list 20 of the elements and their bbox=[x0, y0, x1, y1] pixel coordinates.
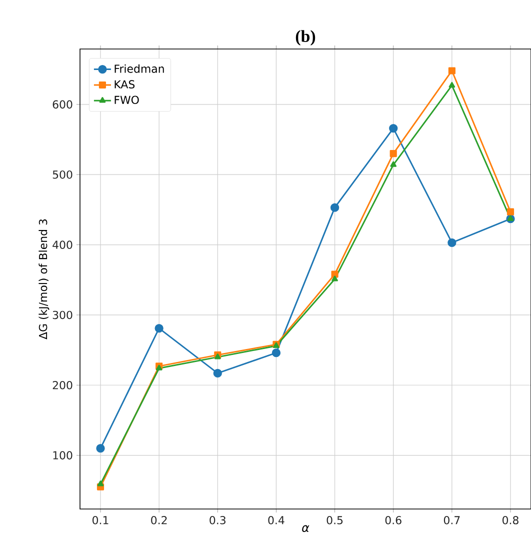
x-tick-label: 0.5 bbox=[326, 516, 343, 524]
x-tick-label: 0.1 bbox=[92, 516, 108, 524]
x-tick-label: 0.8 bbox=[502, 516, 518, 524]
legend-label: FWO bbox=[114, 96, 139, 104]
x-tick-label: 0.2 bbox=[151, 516, 167, 524]
y-axis-title: ΔG (kJ/mol) of Blend 3 bbox=[38, 219, 50, 340]
y-tick-label: 100 bbox=[53, 451, 72, 460]
x-axis-title: α bbox=[302, 525, 310, 532]
x-tick-label: 0.6 bbox=[385, 516, 402, 524]
x-tick-label: 0.3 bbox=[210, 516, 226, 524]
chart-title: (b) bbox=[296, 30, 316, 46]
y-tick-label: 600 bbox=[52, 100, 72, 109]
x-tick-label: 0.7 bbox=[444, 516, 460, 524]
x-tick-label: 0.4 bbox=[268, 516, 284, 524]
legend-label: Friedman bbox=[114, 64, 164, 73]
y-tick-label: 500 bbox=[52, 170, 72, 179]
y-tick-label: 300 bbox=[52, 310, 72, 320]
y-tick-label: 400 bbox=[52, 240, 72, 249]
y-tick-label: 200 bbox=[52, 380, 72, 390]
legend-label: KAS bbox=[114, 80, 135, 88]
